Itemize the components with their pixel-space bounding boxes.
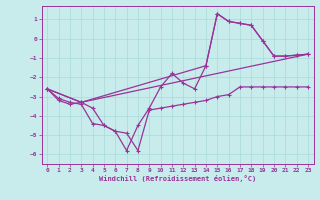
X-axis label: Windchill (Refroidissement éolien,°C): Windchill (Refroidissement éolien,°C) xyxy=(99,175,256,182)
